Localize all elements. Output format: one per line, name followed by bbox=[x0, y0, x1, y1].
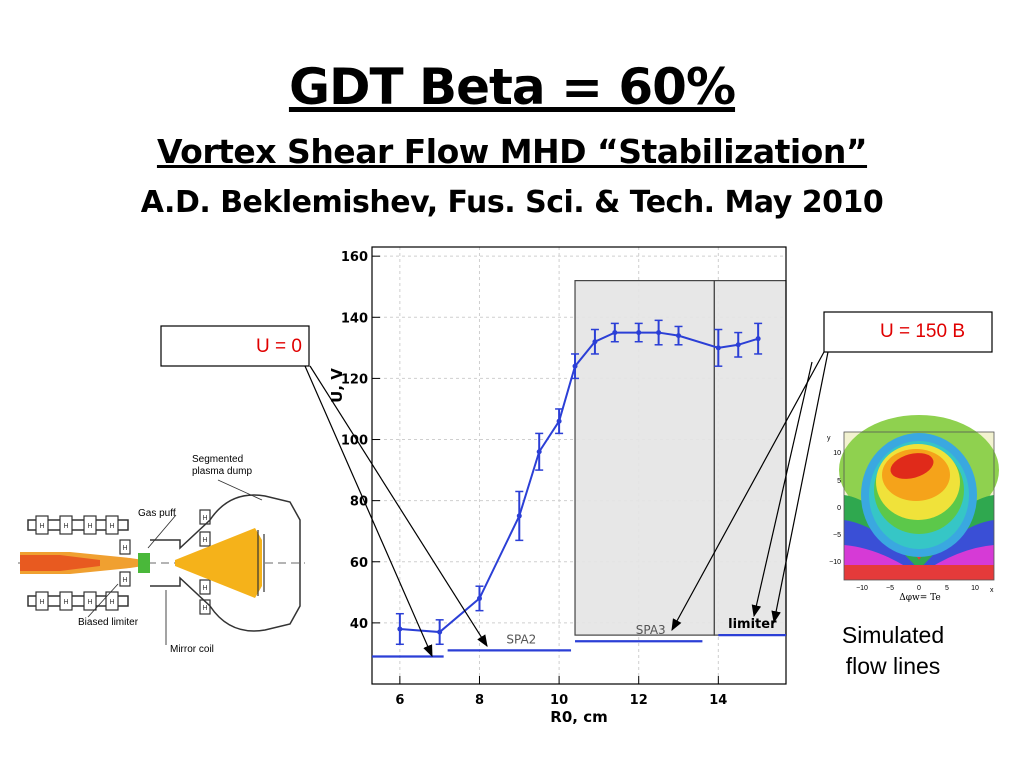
x-tick-label: 14 bbox=[709, 693, 727, 708]
callout-right-text: U = 150 B bbox=[880, 321, 965, 342]
callout-left-box bbox=[160, 325, 310, 367]
svg-text:H: H bbox=[202, 515, 207, 522]
y-tick-label: 120 bbox=[341, 372, 368, 387]
x-tick-label: 8 bbox=[475, 693, 484, 708]
mirror-coil-label: Mirror coil bbox=[170, 644, 214, 655]
sim-ytick: 10 bbox=[833, 450, 841, 457]
x-axis-label: R0, cm bbox=[550, 708, 607, 726]
svg-text:H: H bbox=[122, 545, 127, 552]
svg-text:H: H bbox=[202, 605, 207, 612]
probe-segments: SPA2 SPA3 limiter bbox=[372, 617, 786, 658]
sim-xtick: −10 bbox=[856, 585, 868, 592]
svg-text:H: H bbox=[63, 599, 68, 606]
svg-text:H: H bbox=[87, 599, 92, 606]
plasma-dump-label: plasma dump bbox=[192, 466, 252, 477]
x-tick-label: 6 bbox=[395, 693, 404, 708]
data-point bbox=[755, 336, 761, 342]
chart-tick-labels: 6 8 10 12 14 40 60 80 100 120 140 160 bbox=[341, 250, 728, 708]
sim-ytick: −10 bbox=[829, 559, 841, 566]
segment-label: SPA2 bbox=[506, 632, 536, 646]
data-point bbox=[676, 333, 682, 339]
slide-title: GDT Beta = 60% bbox=[288, 58, 736, 116]
slide-subtitle: Vortex Shear Flow MHD “Stabilization” bbox=[156, 132, 868, 171]
svg-text:H: H bbox=[39, 523, 44, 530]
sim-caption: Δφw= Te bbox=[899, 593, 941, 603]
sim-xtick: −5 bbox=[886, 585, 894, 592]
data-point bbox=[656, 330, 662, 336]
data-point bbox=[572, 363, 578, 369]
plot-frame bbox=[371, 246, 787, 685]
biased-limiter-label: Biased limiter bbox=[78, 617, 139, 628]
sim-ytick: 5 bbox=[837, 478, 841, 485]
data-point bbox=[476, 595, 482, 601]
svg-text:H: H bbox=[63, 523, 68, 530]
y-tick-label: 160 bbox=[341, 250, 368, 265]
data-point bbox=[612, 330, 618, 336]
svg-text:H: H bbox=[202, 585, 207, 592]
data-point bbox=[735, 342, 741, 348]
callout-arrows bbox=[304, 351, 829, 658]
y-tick-label: 100 bbox=[341, 434, 368, 449]
svg-text:H: H bbox=[109, 523, 114, 530]
sim-xtick: 10 bbox=[971, 585, 979, 592]
sim-ytick: −5 bbox=[833, 532, 841, 539]
callout-left-text: U = 0 bbox=[256, 336, 302, 357]
x-tick-label: 10 bbox=[550, 693, 568, 708]
svg-text:H: H bbox=[39, 599, 44, 606]
data-point bbox=[636, 330, 642, 336]
chart-axes bbox=[371, 246, 787, 685]
y-axis-label: U, V bbox=[328, 368, 346, 403]
sim-x-label: x bbox=[990, 587, 994, 594]
svg-text:H: H bbox=[109, 599, 114, 606]
gas-puff-label: Gas puff bbox=[138, 508, 176, 519]
sim-xtick: 5 bbox=[945, 585, 949, 592]
potential-series bbox=[395, 319, 763, 646]
segmented-label: Segmented bbox=[192, 454, 243, 465]
data-point bbox=[437, 629, 443, 635]
sim-xtick: 0 bbox=[917, 585, 921, 592]
segment-label: SPA3 bbox=[636, 623, 666, 637]
simulated-flow-caption: Simulated flow lines bbox=[826, 620, 960, 682]
y-tick-label: 40 bbox=[350, 617, 368, 632]
potential-profile-chart: 6 8 10 12 14 40 60 80 100 120 140 160 SPA2 SPA3 limit… bbox=[328, 246, 787, 726]
caption-line: flow lines bbox=[845, 653, 941, 679]
segment-label: limiter bbox=[728, 617, 777, 632]
sim-y-label: y bbox=[827, 435, 831, 442]
spa-regions bbox=[574, 280, 787, 636]
data-point bbox=[556, 418, 562, 424]
spa-region bbox=[713, 280, 787, 636]
data-point bbox=[536, 449, 542, 455]
y-tick-label: 140 bbox=[341, 311, 368, 326]
data-point bbox=[397, 626, 403, 632]
data-point bbox=[592, 339, 598, 345]
slide-citation: A.D. Beklemishev, Fus. Sci. & Tech. May … bbox=[140, 185, 884, 220]
svg-text:H: H bbox=[87, 523, 92, 530]
y-tick-label: 60 bbox=[350, 556, 368, 571]
y-tick-label: 80 bbox=[350, 495, 368, 510]
simulation-inset: y x 10 5 0 −5 −10 −10 −5 0 5 10 Δφw= Te bbox=[827, 415, 999, 603]
caption-line: Simulated bbox=[841, 622, 945, 648]
svg-text:H: H bbox=[202, 537, 207, 544]
svg-text:H: H bbox=[122, 577, 127, 584]
data-point bbox=[715, 345, 721, 351]
x-tick-label: 12 bbox=[630, 693, 648, 708]
sim-ytick: 0 bbox=[837, 505, 841, 512]
callout-right-box bbox=[823, 311, 993, 353]
data-point bbox=[516, 513, 522, 519]
